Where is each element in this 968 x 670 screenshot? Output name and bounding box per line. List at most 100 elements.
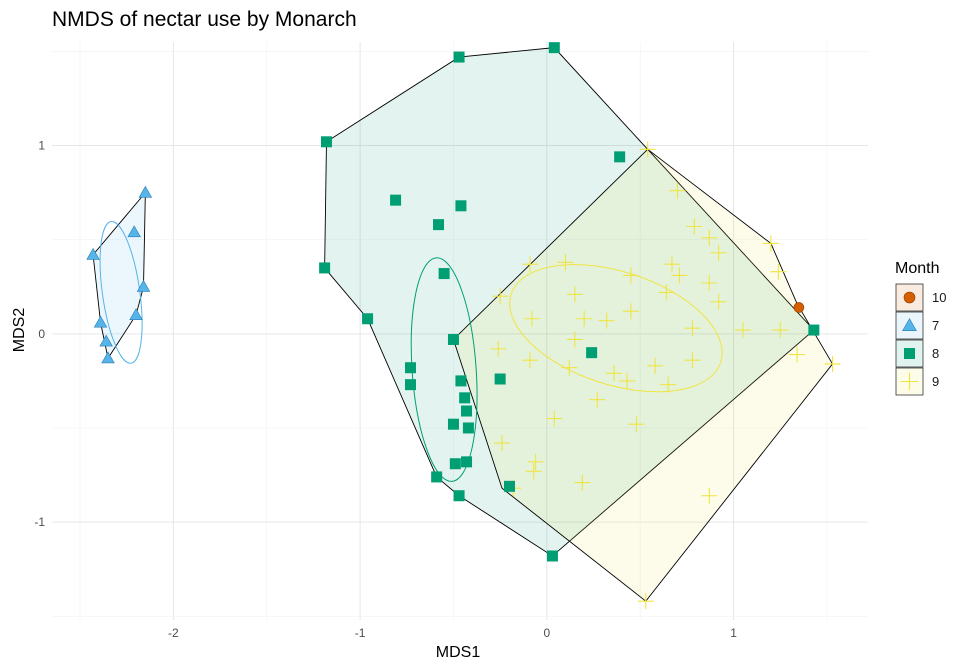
point-month-9 xyxy=(522,256,539,273)
point-month-8 xyxy=(614,151,626,163)
point-month-9 xyxy=(557,254,574,271)
point-month-9 xyxy=(824,355,841,372)
x-axis-title: MDS1 xyxy=(436,644,481,661)
point-month-9 xyxy=(576,310,593,327)
point-month-8 xyxy=(455,200,467,212)
ellipse-month-9 xyxy=(509,264,723,393)
point-month-8 xyxy=(433,219,445,231)
point-month-9 xyxy=(658,284,675,301)
point-month-9 xyxy=(622,267,639,284)
legend: Month 10 7 8 9 xyxy=(895,260,946,396)
point-month-9 xyxy=(525,463,542,480)
point-month-9 xyxy=(628,416,645,433)
point-month-8 xyxy=(447,418,459,430)
legend-label-9: 9 xyxy=(932,374,939,389)
x-tick-label: 0 xyxy=(543,626,550,640)
point-month-9 xyxy=(598,312,615,329)
point-month-9 xyxy=(619,372,636,389)
point-month-9 xyxy=(622,303,639,320)
legend-label-7: 7 xyxy=(932,318,939,333)
point-month-9 xyxy=(663,256,680,273)
point-month-9 xyxy=(684,320,701,337)
point-month-8 xyxy=(461,405,473,417)
hull-layer xyxy=(92,47,834,602)
point-month-7 xyxy=(101,351,115,364)
point-month-9 xyxy=(574,474,591,491)
point-month-9 xyxy=(684,352,701,369)
point-month-7 xyxy=(86,247,100,260)
x-axis-ticks: -2 -1 0 1 xyxy=(168,626,737,640)
point-month-9 xyxy=(710,293,727,310)
legend-marker-9 xyxy=(900,372,919,391)
point-month-8 xyxy=(462,422,474,434)
point-month-9 xyxy=(492,288,509,305)
hull-month-9 xyxy=(452,148,834,602)
point-month-9 xyxy=(701,487,718,504)
point-month-9 xyxy=(639,141,656,158)
point-month-8 xyxy=(548,42,560,54)
point-month-8 xyxy=(449,458,461,470)
point-month-8 xyxy=(546,550,558,562)
point-month-9 xyxy=(606,365,623,382)
legend-key-8 xyxy=(895,339,924,368)
legend-label-10: 10 xyxy=(932,290,946,305)
point-month-9 xyxy=(523,310,540,327)
legend-title: Month xyxy=(895,260,939,277)
legend-items: 10 7 8 9 xyxy=(895,283,946,396)
point-month-7 xyxy=(99,334,113,347)
x-tick-label: 1 xyxy=(730,626,737,640)
point-month-7 xyxy=(136,279,151,292)
x-tick-label: -1 xyxy=(355,626,366,640)
point-month-9 xyxy=(671,267,688,284)
point-month-9 xyxy=(494,435,511,452)
legend-marker-7 xyxy=(902,318,917,331)
point-month-9 xyxy=(522,352,539,369)
point-month-8 xyxy=(453,51,465,63)
point-month-7 xyxy=(93,315,108,328)
y-tick-label: 0 xyxy=(38,327,45,341)
y-tick-label: -1 xyxy=(34,515,45,529)
y-tick-label: 1 xyxy=(38,139,45,153)
point-month-9 xyxy=(660,376,677,393)
legend-marker-10 xyxy=(903,291,916,304)
point-month-8 xyxy=(319,262,331,274)
point-month-7 xyxy=(138,185,153,198)
point-month-9 xyxy=(770,263,787,280)
point-month-9 xyxy=(527,453,544,470)
point-month-9 xyxy=(686,218,703,235)
y-axis-ticks: -1 0 1 xyxy=(34,139,45,530)
point-month-8 xyxy=(503,480,515,492)
point-month-8 xyxy=(320,136,332,148)
point-month-9 xyxy=(566,331,583,348)
point-month-9 xyxy=(637,593,654,610)
point-month-8 xyxy=(431,471,443,483)
point-month-9 xyxy=(789,346,806,363)
legend-marker-8 xyxy=(904,348,915,359)
point-month-8 xyxy=(447,333,459,345)
point-month-9 xyxy=(589,391,606,408)
point-month-8 xyxy=(455,375,467,387)
legend-label-8: 8 xyxy=(932,346,939,361)
point-month-8 xyxy=(405,362,417,374)
point-month-9 xyxy=(647,357,664,374)
point-month-9 xyxy=(762,235,779,252)
point-month-8 xyxy=(586,347,598,359)
point-month-7 xyxy=(129,308,143,320)
point-month-8 xyxy=(453,490,465,502)
y-axis-title: MDS2 xyxy=(11,308,28,353)
point-month-9 xyxy=(490,340,507,357)
point-month-8 xyxy=(390,194,402,206)
point-month-9 xyxy=(701,229,718,246)
grid xyxy=(52,42,868,620)
chart-title: NMDS of nectar use by Monarch xyxy=(52,8,357,31)
point-month-9 xyxy=(701,274,718,291)
point-month-9 xyxy=(669,182,686,199)
point-month-8 xyxy=(459,392,471,404)
point-month-8 xyxy=(461,456,473,468)
x-tick-label: -2 xyxy=(168,626,179,640)
point-month-8 xyxy=(494,373,506,385)
point-month-8 xyxy=(362,313,374,325)
point-month-8 xyxy=(438,268,450,280)
point-month-10 xyxy=(793,302,805,313)
